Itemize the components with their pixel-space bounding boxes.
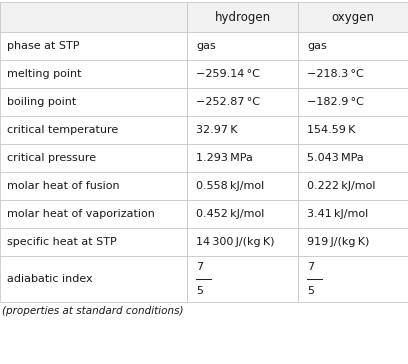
Bar [298, 172, 408, 200]
Text: oxygen: oxygen [331, 11, 375, 24]
Text: −218.3 °C: −218.3 °C [307, 69, 364, 79]
Bar [0, 2, 187, 32]
Text: boiling point: boiling point [7, 97, 77, 107]
Bar [187, 228, 298, 256]
Bar [0, 172, 187, 200]
Text: critical temperature: critical temperature [7, 125, 119, 135]
Text: gas: gas [307, 41, 327, 51]
Text: −182.9 °C: −182.9 °C [307, 97, 364, 107]
Bar [298, 144, 408, 172]
Text: 7: 7 [196, 262, 203, 273]
Text: melting point: melting point [7, 69, 82, 79]
Text: molar heat of vaporization: molar heat of vaporization [7, 209, 155, 219]
Bar [298, 228, 408, 256]
Bar [298, 200, 408, 228]
Bar [0, 32, 187, 60]
Bar [187, 88, 298, 116]
Text: 0.452 kJ/mol: 0.452 kJ/mol [196, 209, 264, 219]
Text: phase at STP: phase at STP [7, 41, 80, 51]
Text: adiabatic index: adiabatic index [7, 274, 93, 284]
Bar [298, 88, 408, 116]
Text: 0.222 kJ/mol: 0.222 kJ/mol [307, 181, 375, 191]
Bar [0, 200, 187, 228]
Text: critical pressure: critical pressure [7, 153, 96, 163]
Bar [187, 144, 298, 172]
Bar [298, 60, 408, 88]
Bar [187, 60, 298, 88]
Text: 919 J/(kg K): 919 J/(kg K) [307, 237, 369, 247]
Text: −259.14 °C: −259.14 °C [196, 69, 260, 79]
Text: 5: 5 [196, 285, 203, 296]
Bar [0, 256, 187, 302]
Bar [298, 116, 408, 144]
Text: 1.293 MPa: 1.293 MPa [196, 153, 253, 163]
Bar [187, 32, 298, 60]
Bar [298, 32, 408, 60]
Text: specific heat at STP: specific heat at STP [7, 237, 117, 247]
Text: (properties at standard conditions): (properties at standard conditions) [2, 306, 184, 316]
Bar [0, 116, 187, 144]
Text: 7: 7 [307, 262, 314, 273]
Text: 3.41 kJ/mol: 3.41 kJ/mol [307, 209, 368, 219]
Text: 5: 5 [307, 285, 314, 296]
Text: 0.558 kJ/mol: 0.558 kJ/mol [196, 181, 264, 191]
Bar [0, 60, 187, 88]
Text: gas: gas [196, 41, 216, 51]
Bar [298, 2, 408, 32]
Bar [0, 144, 187, 172]
Bar [298, 256, 408, 302]
Bar [187, 2, 298, 32]
Text: 14 300 J/(kg K): 14 300 J/(kg K) [196, 237, 275, 247]
Bar [0, 228, 187, 256]
Text: −252.87 °C: −252.87 °C [196, 97, 260, 107]
Bar [0, 88, 187, 116]
Bar [187, 172, 298, 200]
Text: molar heat of fusion: molar heat of fusion [7, 181, 120, 191]
Bar [187, 116, 298, 144]
Text: 154.59 K: 154.59 K [307, 125, 355, 135]
Bar [187, 256, 298, 302]
Text: 32.97 K: 32.97 K [196, 125, 237, 135]
Text: 5.043 MPa: 5.043 MPa [307, 153, 364, 163]
Bar [187, 200, 298, 228]
Text: hydrogen: hydrogen [215, 11, 271, 24]
